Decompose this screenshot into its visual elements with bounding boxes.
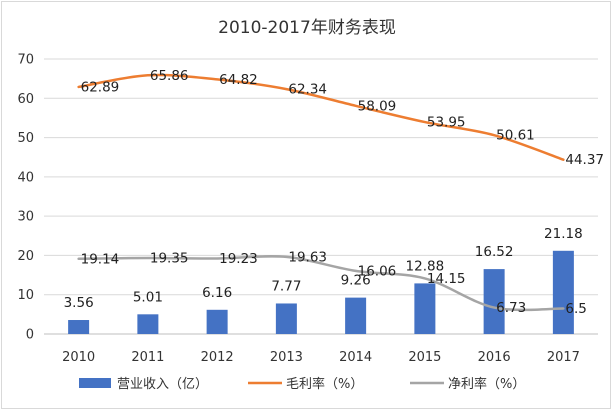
gross-margin-data-label: 53.95: [427, 115, 466, 131]
bar: [553, 251, 574, 334]
y-tick-label: 40: [17, 170, 34, 185]
bar: [276, 303, 297, 334]
y-tick-label: 70: [17, 53, 34, 68]
gross-margin-data-label: 62.34: [288, 82, 327, 98]
bar: [68, 320, 89, 334]
x-axis: 2010 2011 2012 2013 2014 2015 2016 2017: [62, 350, 580, 365]
net-margin-data-label: 19.14: [81, 251, 120, 267]
x-tick-label: 2012: [201, 350, 234, 365]
gross-margin-data-label: 64.82: [219, 72, 258, 88]
legend-swatch: [79, 378, 111, 388]
x-tick-label: 2011: [131, 350, 164, 365]
bar: [414, 283, 435, 334]
y-tick-label: 0: [26, 328, 34, 343]
gridlines: [44, 59, 598, 334]
bar-data-label: 6.16: [202, 285, 232, 301]
bar-data-label: 21.18: [544, 226, 583, 242]
net-margin-data-label: 19.63: [288, 249, 327, 265]
x-tick-label: 2013: [270, 350, 303, 365]
bar: [207, 310, 228, 334]
net-margin-data-label: 19.23: [219, 251, 258, 267]
bar: [345, 298, 366, 334]
net-margin-data-label: 6.5: [565, 301, 586, 317]
legend: 营业收入（亿） 毛利率（%） 净利率（%）: [79, 376, 525, 392]
gross-margin-data-label: 50.61: [496, 128, 535, 144]
bar-data-label: 16.52: [475, 244, 514, 260]
bar-data-label: 3.56: [64, 295, 94, 311]
bar: [137, 314, 158, 334]
legend-label: 毛利率（%）: [286, 376, 363, 392]
bar-data-label: 7.77: [271, 278, 301, 294]
net-margin-data-label: 14.15: [427, 271, 466, 287]
legend-label: 营业收入（亿）: [117, 377, 208, 392]
y-axis: 0 10 20 30 40 50 60 70: [17, 53, 34, 343]
x-tick-label: 2017: [547, 350, 580, 365]
y-tick-label: 30: [17, 210, 34, 225]
x-tick-label: 2016: [478, 350, 511, 365]
gross-margin-data-label: 65.86: [150, 68, 189, 84]
bar-data-label: 5.01: [133, 289, 163, 305]
x-tick-label: 2014: [339, 350, 372, 365]
gross-margin-data-label: 62.89: [81, 79, 120, 95]
gross-margin-data-label: 58.09: [358, 98, 397, 114]
x-tick-label: 2010: [62, 350, 95, 365]
chart-title: 2010-2017年财务表现: [218, 18, 396, 38]
y-tick-label: 20: [17, 249, 34, 264]
y-tick-label: 10: [17, 288, 34, 303]
y-tick-label: 50: [17, 131, 34, 146]
x-tick-label: 2015: [408, 350, 441, 365]
gross-margin-data-label: 44.37: [565, 152, 604, 168]
net-margin-data-label: 16.06: [358, 263, 397, 279]
legend-label: 净利率（%）: [448, 376, 525, 392]
net-margin-data-label: 6.73: [496, 300, 526, 316]
net-margin-data-label: 19.35: [150, 250, 189, 266]
y-tick-label: 60: [17, 92, 34, 107]
